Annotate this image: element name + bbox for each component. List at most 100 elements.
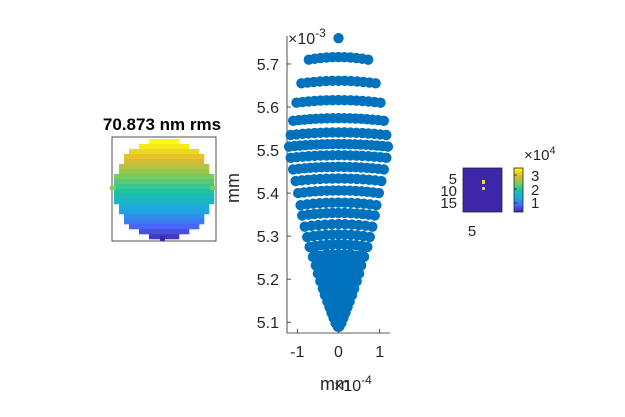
wavefront-pixel (159, 169, 165, 175)
wavefront-pixel (134, 199, 140, 205)
wavefront-pixel (184, 204, 190, 210)
wavefront-pixel (124, 169, 130, 175)
wavefront-pixel (154, 179, 160, 185)
wavefront-pixel-stub (160, 236, 165, 241)
wavefront-pixel (194, 189, 200, 195)
wavefront-pixel (124, 164, 130, 170)
spot-ytick-label: 5.1 (257, 315, 279, 332)
wavefront-pixel (139, 204, 145, 210)
wavefront-pixel (154, 229, 160, 235)
spot-point (381, 129, 392, 141)
wavefront-pixel (179, 154, 185, 160)
wavefront-pixel (174, 159, 180, 165)
wavefront-pixel (134, 209, 140, 215)
spot-y-exponent: ×10-3 (288, 26, 326, 48)
spot-ytick-label: 5.6 (257, 100, 279, 117)
wavefront-pixel (159, 144, 165, 150)
wavefront-pixel (144, 184, 150, 190)
spot-ylabel: mm (223, 173, 243, 203)
wavefront-pixel (169, 149, 175, 155)
wavefront-pixel (169, 219, 175, 225)
wavefront-pixel (124, 209, 130, 215)
wavefront-pixel (189, 199, 195, 205)
wavefront-pixel (144, 189, 150, 195)
colorbar-label-1: 1 (531, 195, 539, 212)
wavefront-pixel (184, 149, 190, 155)
wavefront-pixel (164, 189, 170, 195)
wavefront-pixel (174, 149, 180, 155)
wavefront-pixel (139, 179, 145, 185)
wavefront-pixel (209, 174, 215, 180)
wavefront-pixel (124, 189, 130, 195)
wavefront-pixel (144, 174, 150, 180)
wavefront-pixel (139, 174, 145, 180)
wavefront-pixel (164, 164, 170, 170)
wavefront-pixel (154, 219, 160, 225)
wavefront-pixel (149, 149, 155, 155)
wavefront-pixel (179, 224, 185, 230)
wavefront-pixel (134, 179, 140, 185)
wavefront-pixel (184, 229, 190, 235)
wavefront-pixel (169, 189, 175, 195)
wavefront-pixel (204, 209, 210, 215)
wavefront-pixel (199, 159, 205, 165)
wavefront-pixel (149, 204, 155, 210)
wavefront-pixel (149, 214, 155, 220)
wavefront-pixel (174, 164, 180, 170)
wavefront-pixel (199, 154, 205, 160)
wavefront-pixel (169, 199, 175, 205)
wavefront-pixel (129, 149, 135, 155)
wavefront-pixel (154, 174, 160, 180)
spot-xtick-label: -1 (290, 344, 304, 361)
wavefront-pixel (154, 144, 160, 150)
wavefront-pixel (144, 204, 150, 210)
wavefront-pixel (174, 224, 180, 230)
wavefront-pixel (129, 179, 135, 185)
wavefront-pixel (154, 139, 160, 145)
wavefront-pixel (129, 219, 135, 225)
wavefront-pixel (159, 199, 165, 205)
spot-x-exponent-base: ×10 (334, 378, 361, 395)
wavefront-pixel (119, 199, 125, 205)
wavefront-pixel (134, 224, 140, 230)
wavefront-pixel (144, 169, 150, 175)
wavefront-pixel (194, 199, 200, 205)
wavefront-pixel (194, 204, 200, 210)
wavefront-pixel (164, 154, 170, 160)
psf-hotspot-top (482, 180, 485, 184)
wavefront-pixel (134, 154, 140, 160)
spot-point (309, 249, 321, 260)
wavefront-pixel (204, 174, 210, 180)
wavefront-pixel (184, 219, 190, 225)
wavefront-pixel (154, 234, 160, 240)
wavefront-pixel (179, 159, 185, 165)
wavefront-pixel (169, 184, 175, 190)
psf-ytick-10: 10 (440, 183, 457, 200)
wavefront-pixel (134, 149, 140, 155)
wavefront-pixel (194, 159, 200, 165)
wavefront-pixel (199, 194, 205, 200)
spot-ytick-label: 5.4 (257, 186, 279, 203)
wavefront-pixel (149, 209, 155, 215)
wavefront-pixel (149, 164, 155, 170)
wavefront-pixel (164, 159, 170, 165)
wavefront-pixel (204, 164, 210, 170)
wavefront-pixel (169, 209, 175, 215)
wavefront-pixel (144, 164, 150, 170)
wavefront-pixel (179, 164, 185, 170)
wavefront-pixel (189, 154, 195, 160)
wavefront-pixel (144, 209, 150, 215)
wavefront-pixel (139, 144, 145, 150)
wavefront-pixel (169, 164, 175, 170)
wavefront-pixel (159, 139, 165, 145)
wavefront-pixel (174, 184, 180, 190)
spot-point (376, 175, 387, 187)
wavefront-pixel (139, 159, 145, 165)
wavefront-pixel (144, 199, 150, 205)
wavefront-pixel (124, 219, 130, 225)
wavefront-pixel (124, 179, 130, 185)
wavefront-pixel (164, 204, 170, 210)
spot-y-exponent-base: ×10 (288, 31, 315, 48)
spot-x-exponent-power: -4 (361, 373, 372, 387)
wavefront-pixel (159, 219, 165, 225)
